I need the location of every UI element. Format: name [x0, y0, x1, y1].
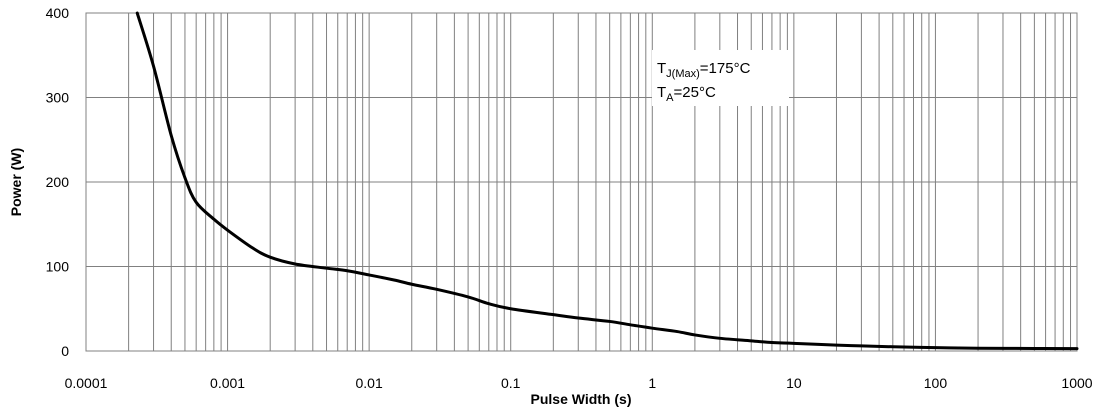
y-tick-label: 400: [46, 5, 70, 21]
y-tick-label: 200: [46, 174, 70, 190]
x-tick-label: 100: [924, 375, 948, 391]
y-tick-label: 100: [46, 259, 70, 275]
y-tick-label: 0: [61, 343, 69, 359]
annotation-background: [652, 50, 789, 106]
annotation-box: TJ(Max)=175°C TA=25°C: [652, 50, 789, 106]
x-tick-label: 0.0001: [65, 375, 108, 391]
x-tick-label: 0.001: [210, 375, 245, 391]
plot-frame: [85, 12, 1078, 352]
x-tick-labels: 0.0001 0.001 0.01 0.1 1 10 100 1000: [65, 375, 1093, 391]
x-tick-label: 0.1: [501, 375, 521, 391]
x-tick-label: 10: [786, 375, 802, 391]
x-axis-title: Pulse Width (s): [531, 391, 632, 407]
x-tick-label: 1000: [1061, 375, 1092, 391]
x-tick-label: 1: [648, 375, 656, 391]
power-curve-line: [135, 11, 1079, 351]
y-tick-label: 300: [46, 90, 70, 106]
y-axis-title: Power (W): [8, 148, 24, 216]
annotation-ta: TA=25°C: [657, 84, 716, 104]
y-tick-labels: 0 100 200 300 400: [46, 5, 70, 359]
annotation-tj-max: TJ(Max)=175°C: [657, 60, 751, 80]
x-tick-label: 0.01: [356, 375, 383, 391]
